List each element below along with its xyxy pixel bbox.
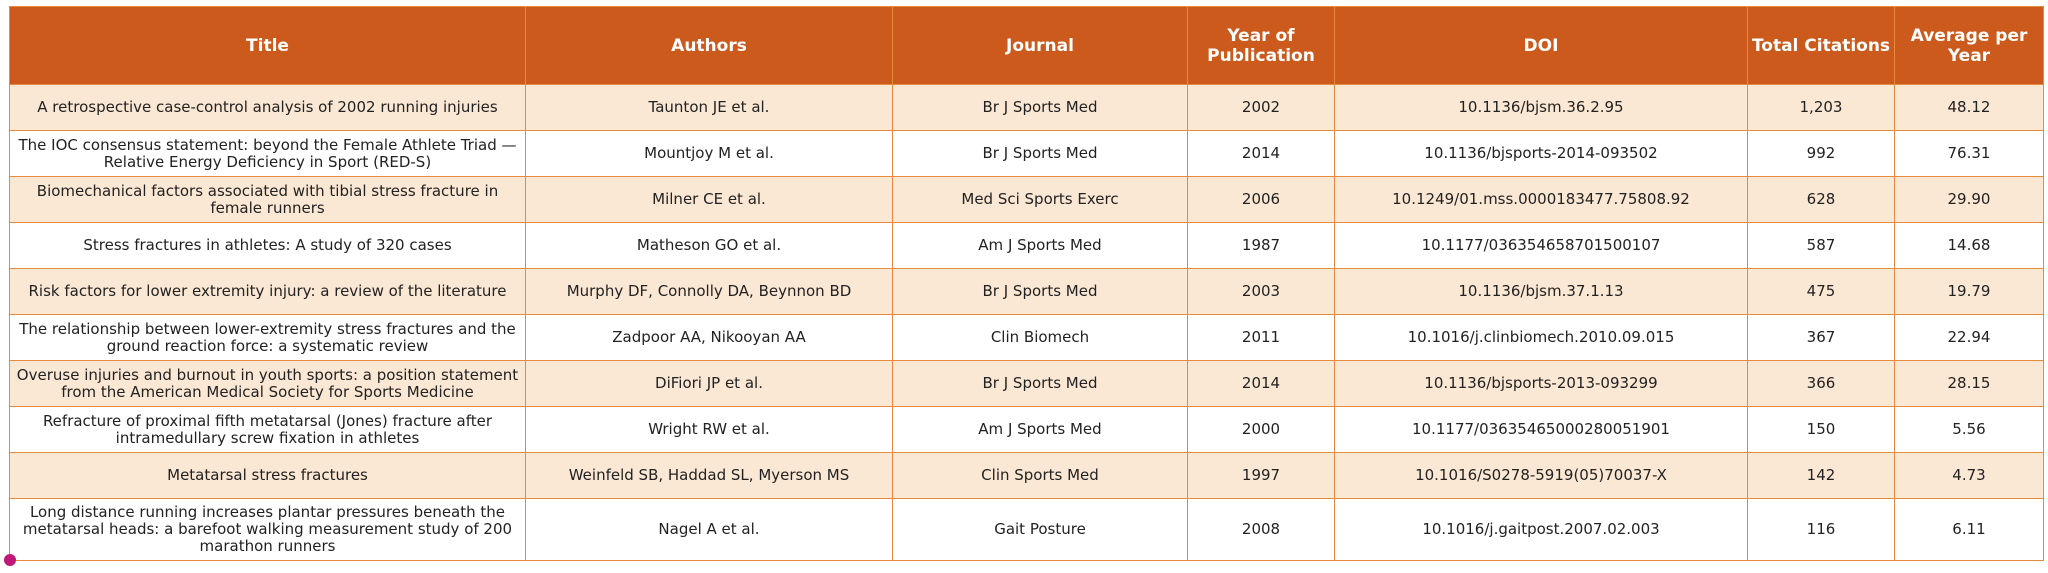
cell-journal: Am J Sports Med xyxy=(892,406,1188,453)
cell-authors: Taunton JE et al. xyxy=(525,84,893,131)
table-header-row: Title Authors Journal Year of Publicatio… xyxy=(9,6,2044,85)
column-header-total-citations[interactable]: Total Citations xyxy=(1747,6,1895,85)
cell-journal: Med Sci Sports Exerc xyxy=(892,176,1188,223)
cell-doi: 10.1016/j.gaitpost.2007.02.003 xyxy=(1334,498,1748,561)
table-row[interactable]: Overuse injuries and burnout in youth sp… xyxy=(9,360,2044,407)
cell-year: 1987 xyxy=(1187,222,1335,269)
cell-authors: Milner CE et al. xyxy=(525,176,893,223)
cell-average-per-year: 14.68 xyxy=(1894,222,2044,269)
cell-average-per-year: 29.90 xyxy=(1894,176,2044,223)
cell-total-citations: 628 xyxy=(1747,176,1895,223)
cell-title: Stress fractures in athletes: A study of… xyxy=(9,222,526,269)
cell-journal: Br J Sports Med xyxy=(892,360,1188,407)
cell-title: Refracture of proximal fifth metatarsal … xyxy=(9,406,526,453)
citation-table: Title Authors Journal Year of Publicatio… xyxy=(9,6,2044,561)
cell-average-per-year: 5.56 xyxy=(1894,406,2044,453)
cell-doi: 10.1136/bjsm.36.2.95 xyxy=(1334,84,1748,131)
cell-year: 2003 xyxy=(1187,268,1335,315)
column-header-title[interactable]: Title xyxy=(9,6,526,85)
cell-total-citations: 116 xyxy=(1747,498,1895,561)
cell-doi: 10.1136/bjsm.37.1.13 xyxy=(1334,268,1748,315)
column-header-journal[interactable]: Journal xyxy=(892,6,1188,85)
cell-year: 2000 xyxy=(1187,406,1335,453)
cell-total-citations: 1,203 xyxy=(1747,84,1895,131)
cell-journal: Br J Sports Med xyxy=(892,268,1188,315)
cell-title: A retrospective case-control analysis of… xyxy=(9,84,526,131)
table-row[interactable]: Risk factors for lower extremity injury:… xyxy=(9,268,2044,315)
cell-title: Metatarsal stress fractures xyxy=(9,452,526,499)
cell-title: The IOC consensus statement: beyond the … xyxy=(9,130,526,177)
cell-year: 2014 xyxy=(1187,130,1335,177)
cell-journal: Gait Posture xyxy=(892,498,1188,561)
cell-authors: Zadpoor AA, Nikooyan AA xyxy=(525,314,893,361)
table-row[interactable]: Long distance running increases plantar … xyxy=(9,498,2044,561)
cell-total-citations: 992 xyxy=(1747,130,1895,177)
cell-year: 2011 xyxy=(1187,314,1335,361)
column-header-doi[interactable]: DOI xyxy=(1334,6,1748,85)
cell-total-citations: 587 xyxy=(1747,222,1895,269)
cell-title: Long distance running increases plantar … xyxy=(9,498,526,561)
cell-average-per-year: 76.31 xyxy=(1894,130,2044,177)
table-row[interactable]: Metatarsal stress fractures Weinfeld SB, … xyxy=(9,452,2044,499)
cell-authors: Wright RW et al. xyxy=(525,406,893,453)
cell-journal: Br J Sports Med xyxy=(892,130,1188,177)
cell-total-citations: 367 xyxy=(1747,314,1895,361)
cell-authors: Mountjoy M et al. xyxy=(525,130,893,177)
cell-total-citations: 150 xyxy=(1747,406,1895,453)
cell-authors: Nagel A et al. xyxy=(525,498,893,561)
cell-year: 2006 xyxy=(1187,176,1335,223)
cell-authors: DiFiori JP et al. xyxy=(525,360,893,407)
column-header-year[interactable]: Year of Publication xyxy=(1187,6,1335,85)
cell-average-per-year: 19.79 xyxy=(1894,268,2044,315)
cell-title: Risk factors for lower extremity injury:… xyxy=(9,268,526,315)
cell-journal: Clin Sports Med xyxy=(892,452,1188,499)
cell-year: 1997 xyxy=(1187,452,1335,499)
column-header-authors[interactable]: Authors xyxy=(525,6,893,85)
cell-doi: 10.1016/S0278-5919(05)70037-X xyxy=(1334,452,1748,499)
cell-title: Overuse injuries and burnout in youth sp… xyxy=(9,360,526,407)
cell-year: 2014 xyxy=(1187,360,1335,407)
cell-journal: Clin Biomech xyxy=(892,314,1188,361)
cell-authors: Murphy DF, Connolly DA, Beynnon BD xyxy=(525,268,893,315)
cell-title: Biomechanical factors associated with ti… xyxy=(9,176,526,223)
cell-authors: Matheson GO et al. xyxy=(525,222,893,269)
cell-doi: 10.1249/01.mss.0000183477.75808.92 xyxy=(1334,176,1748,223)
cell-year: 2008 xyxy=(1187,498,1335,561)
cell-authors: Weinfeld SB, Haddad SL, Myerson MS xyxy=(525,452,893,499)
cell-doi: 10.1016/j.clinbiomech.2010.09.015 xyxy=(1334,314,1748,361)
column-header-average-per-year[interactable]: Average per Year xyxy=(1894,6,2044,85)
table-row[interactable]: Biomechanical factors associated with ti… xyxy=(9,176,2044,223)
cell-doi: 10.1136/bjsports-2013-093299 xyxy=(1334,360,1748,407)
cell-average-per-year: 4.73 xyxy=(1894,452,2044,499)
cell-average-per-year: 28.15 xyxy=(1894,360,2044,407)
cell-total-citations: 142 xyxy=(1747,452,1895,499)
cell-average-per-year: 6.11 xyxy=(1894,498,2044,561)
corner-marker-dot xyxy=(4,554,16,566)
cell-doi: 10.1177/03635465000280051901 xyxy=(1334,406,1748,453)
cell-average-per-year: 22.94 xyxy=(1894,314,2044,361)
cell-title: The relationship between lower-extremity… xyxy=(9,314,526,361)
table-row[interactable]: A retrospective case-control analysis of… xyxy=(9,84,2044,131)
cell-total-citations: 366 xyxy=(1747,360,1895,407)
table-row[interactable]: Stress fractures in athletes: A study of… xyxy=(9,222,2044,269)
cell-doi: 10.1177/036354658701500107 xyxy=(1334,222,1748,269)
cell-journal: Am J Sports Med xyxy=(892,222,1188,269)
table-row[interactable]: Refracture of proximal fifth metatarsal … xyxy=(9,406,2044,453)
cell-average-per-year: 48.12 xyxy=(1894,84,2044,131)
table-body: A retrospective case-control analysis of… xyxy=(9,84,2044,561)
cell-doi: 10.1136/bjsports-2014-093502 xyxy=(1334,130,1748,177)
table-row[interactable]: The IOC consensus statement: beyond the … xyxy=(9,130,2044,177)
cell-total-citations: 475 xyxy=(1747,268,1895,315)
citation-table-container: Title Authors Journal Year of Publicatio… xyxy=(4,6,2044,566)
cell-journal: Br J Sports Med xyxy=(892,84,1188,131)
table-row[interactable]: The relationship between lower-extremity… xyxy=(9,314,2044,361)
cell-year: 2002 xyxy=(1187,84,1335,131)
